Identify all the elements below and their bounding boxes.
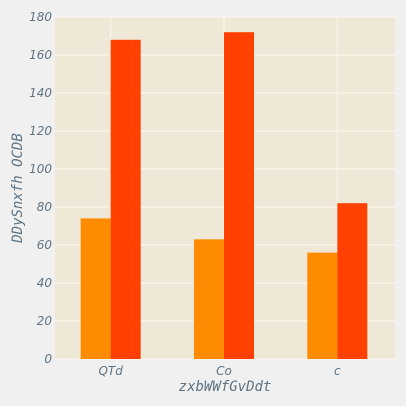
y-tick-label: 60	[37, 238, 53, 252]
bar-series-2-QTd	[110, 39, 141, 360]
x-tick-label: Co	[216, 364, 232, 378]
bar-series-2-c	[337, 203, 368, 359]
y-tick-label: 100	[29, 162, 52, 176]
y-tick-label: 180	[29, 10, 52, 24]
bar-series-1-c	[307, 252, 338, 359]
bars-group	[80, 32, 368, 360]
y-tick-labels: 0 20 40 60 80 100 120 140 160 180	[29, 10, 52, 366]
y-tick-label: 20	[37, 314, 53, 328]
y-tick-label: 80	[37, 200, 53, 214]
x-axis-label: zxbWWfGvDdt	[179, 379, 272, 395]
y-axis-label: DDySnxfh OCDB	[10, 133, 26, 244]
y-tick-label: 0	[44, 352, 52, 366]
bar-series-1-Co	[194, 239, 224, 359]
y-tick-label: 160	[29, 48, 52, 62]
y-tick-label: 140	[29, 86, 52, 100]
x-tick-labels: QTd Co c	[98, 364, 341, 378]
y-tick-label: 120	[29, 124, 52, 138]
bar-series-2-Co	[224, 32, 254, 359]
y-tick-label: 40	[37, 276, 53, 290]
x-tick-label: QTd	[98, 364, 123, 378]
x-tick-label: c	[334, 364, 341, 378]
bar-series-1-QTd	[80, 218, 111, 359]
